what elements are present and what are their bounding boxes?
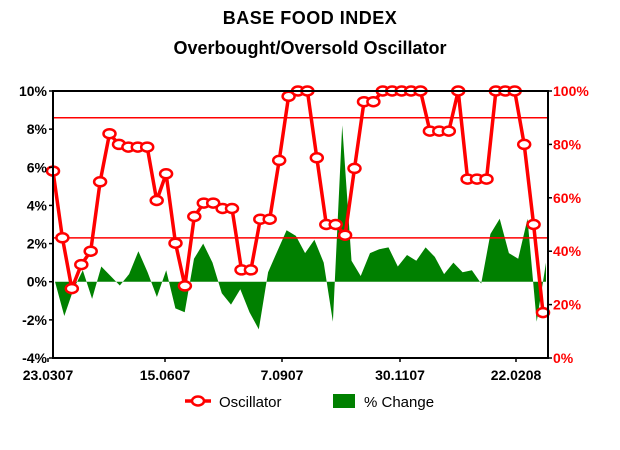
oscillator-point <box>158 168 174 180</box>
x-tick-label: 23.0307 <box>23 367 74 383</box>
left-tick-label: 4% <box>27 197 48 213</box>
oscillator-point <box>366 95 381 108</box>
oscillator-point <box>262 213 277 225</box>
right-tick-label: 40% <box>553 243 582 259</box>
oscillator-point <box>139 141 155 153</box>
oscillator-point <box>516 138 532 151</box>
legend-oscillator-label: Oscillator <box>219 394 282 411</box>
oscillator-point <box>479 173 494 185</box>
plot-frame <box>52 90 549 359</box>
oscillator-point <box>102 127 117 140</box>
oscillator-point <box>328 218 343 231</box>
change-area <box>55 125 546 330</box>
oscillator-point <box>441 125 457 137</box>
oscillator-point <box>149 194 164 207</box>
left-tick-label: 2% <box>27 236 48 252</box>
oscillator-point <box>243 264 259 276</box>
right-tick-label: 60% <box>553 190 582 206</box>
left-tick-label: 10% <box>19 83 48 99</box>
oscillator-point <box>205 197 221 209</box>
right-tick-label: 20% <box>553 297 582 313</box>
oscillator-point <box>92 176 108 188</box>
chart-subtitle: Overbought/Oversold Oscillator <box>173 38 447 58</box>
legend-change-swatch <box>333 394 355 408</box>
oscillator-point <box>83 245 98 257</box>
x-tick-label: 30.1107 <box>375 367 425 383</box>
oscillator-point <box>347 162 362 175</box>
oscillator-point <box>177 280 193 292</box>
oscillator-point <box>55 232 70 244</box>
x-tick-label: 15.0607 <box>140 367 191 383</box>
oscillator-point <box>526 218 541 231</box>
oscillator-point <box>187 210 202 223</box>
right-tick-label: 0% <box>553 350 574 366</box>
oscillator-point <box>74 258 89 271</box>
left-tick-label: -4% <box>22 350 47 366</box>
oscillator-point <box>271 154 287 167</box>
x-tick-label: 7.0907 <box>261 367 304 383</box>
left-tick-label: 6% <box>27 159 48 175</box>
oscillator-point <box>224 202 240 215</box>
chart-title: BASE FOOD INDEX <box>222 8 398 28</box>
left-tick-label: 8% <box>27 121 48 137</box>
right-tick-label: 100% <box>553 83 589 99</box>
legend-change-label: % Change <box>364 394 434 411</box>
oscillator-point <box>168 237 183 249</box>
oscillator-point <box>337 229 353 241</box>
oscillator-point <box>309 152 325 164</box>
left-tick-label: 0% <box>27 274 48 290</box>
oscillator-point <box>64 282 80 295</box>
legend-oscillator-marker <box>190 395 206 407</box>
x-tick-label: 22.0208 <box>491 367 542 383</box>
left-tick-label: -2% <box>22 312 47 328</box>
right-tick-label: 80% <box>553 136 582 152</box>
